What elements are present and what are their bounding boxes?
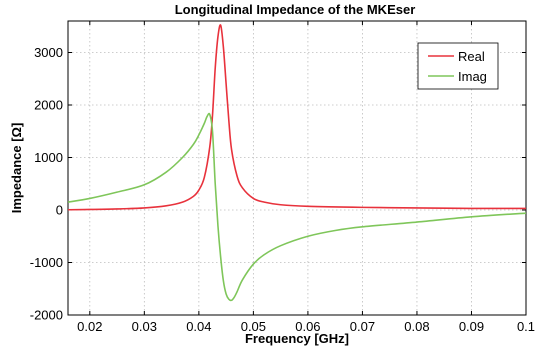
x-tick-label: 0.09 xyxy=(459,319,484,334)
y-tick-label: 0 xyxy=(56,203,63,218)
series-line-imag xyxy=(67,112,527,302)
y-tick-label: 1000 xyxy=(34,150,63,165)
grid xyxy=(68,21,526,315)
x-tick-label: 0.1 xyxy=(517,319,535,334)
x-tick-label: 0.02 xyxy=(77,319,102,334)
legend-box xyxy=(417,42,499,90)
legend-label-real: Real xyxy=(458,49,485,64)
x-axis-label: Frequency [GHz] xyxy=(245,331,349,346)
x-tick-label: 0.06 xyxy=(295,319,320,334)
y-tick-label: -2000 xyxy=(30,308,63,323)
x-tick-label: 0.05 xyxy=(241,319,266,334)
chart-title: Longitudinal Impedance of the MKEser xyxy=(175,2,416,17)
legend: Real Imag xyxy=(417,42,499,90)
legend-label-imag: Imag xyxy=(458,69,487,84)
series-line-real xyxy=(67,24,527,211)
plot-frame xyxy=(67,20,527,316)
x-tick-label: 0.04 xyxy=(186,319,211,334)
y-tick-label: -1000 xyxy=(30,255,63,270)
axes-ticks: 0.02 0.03 0.04 0.05 0.06 0.07 0.08 0.09 0.1 -2000… xyxy=(30,21,535,334)
x-tick-label: 0.08 xyxy=(404,319,429,334)
y-axis-label: Impedance [Ω] xyxy=(9,123,24,214)
y-tick-label: 3000 xyxy=(34,45,63,60)
x-tick-label: 0.07 xyxy=(350,319,375,334)
x-tick-label: 0.03 xyxy=(132,319,157,334)
y-tick-label: 2000 xyxy=(34,98,63,113)
series-lines xyxy=(67,24,527,302)
